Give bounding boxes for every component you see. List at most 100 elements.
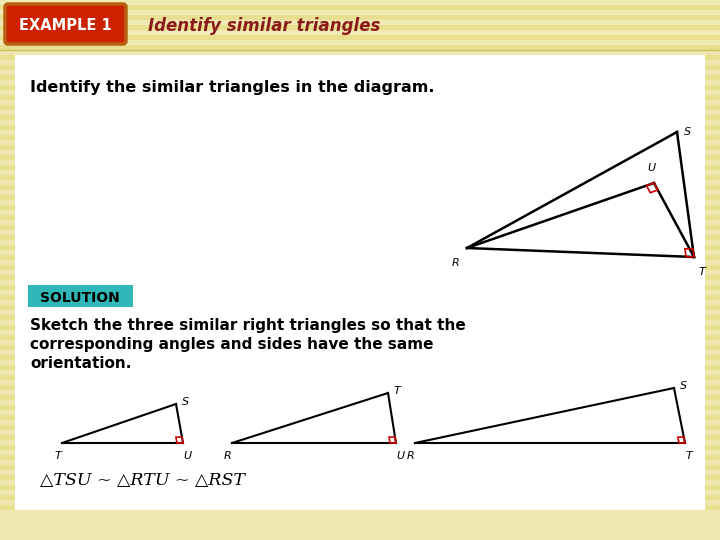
Bar <box>0 10 720 15</box>
Text: R: R <box>407 451 415 461</box>
Bar <box>0 160 720 165</box>
Text: T: T <box>394 386 401 396</box>
Bar <box>0 430 720 435</box>
Bar <box>0 260 720 265</box>
Bar <box>0 455 720 460</box>
Bar <box>0 250 720 255</box>
Text: SOLUTION: SOLUTION <box>40 291 120 305</box>
Text: T: T <box>55 451 61 461</box>
Bar <box>0 165 720 170</box>
Bar <box>0 50 720 55</box>
Bar <box>0 515 720 520</box>
Bar <box>0 230 720 235</box>
Bar <box>0 385 720 390</box>
Bar <box>0 325 720 330</box>
Bar <box>0 265 720 270</box>
Bar <box>0 55 720 60</box>
Bar <box>0 445 720 450</box>
Bar <box>0 65 720 70</box>
Bar <box>0 100 720 105</box>
Text: corresponding angles and sides have the same: corresponding angles and sides have the … <box>30 337 433 352</box>
Bar <box>0 175 720 180</box>
Bar <box>0 40 720 45</box>
Bar <box>0 235 720 240</box>
Bar <box>0 150 720 155</box>
Bar <box>0 500 720 505</box>
Bar <box>0 245 720 250</box>
Bar <box>0 360 720 365</box>
Bar <box>0 355 720 360</box>
Bar <box>0 520 720 525</box>
Text: EXAMPLE 1: EXAMPLE 1 <box>19 18 112 33</box>
Text: S: S <box>680 381 687 391</box>
Bar <box>0 45 720 50</box>
Text: Identify similar triangles: Identify similar triangles <box>148 17 380 35</box>
Text: S: S <box>182 397 189 407</box>
Text: △TSU ~ △RTU ~ △RST: △TSU ~ △RTU ~ △RST <box>40 472 245 489</box>
Bar <box>0 285 720 290</box>
Bar <box>0 370 720 375</box>
Bar <box>0 30 720 35</box>
Bar <box>0 195 720 200</box>
Bar <box>0 470 720 475</box>
Bar <box>0 120 720 125</box>
Bar <box>0 215 720 220</box>
Bar <box>0 510 720 515</box>
Bar <box>0 130 720 135</box>
Bar <box>0 305 720 310</box>
Bar <box>0 530 720 535</box>
Bar <box>0 90 720 95</box>
Bar <box>0 35 720 40</box>
Text: T: T <box>699 267 706 277</box>
Bar <box>0 350 720 355</box>
Bar <box>0 125 720 130</box>
Bar <box>0 275 720 280</box>
Bar <box>0 0 720 5</box>
Bar <box>0 440 720 445</box>
Bar <box>0 295 720 300</box>
Bar <box>0 330 720 335</box>
Bar <box>0 225 720 230</box>
Bar <box>0 475 720 480</box>
Bar <box>0 75 720 80</box>
Bar <box>0 25 720 30</box>
Bar <box>0 400 720 405</box>
Bar <box>0 20 720 25</box>
Bar <box>0 255 720 260</box>
Bar <box>0 200 720 205</box>
Bar <box>0 140 720 145</box>
Bar <box>0 345 720 350</box>
Bar <box>0 510 720 540</box>
Bar <box>0 10 720 15</box>
Bar <box>0 365 720 370</box>
Bar <box>0 270 720 275</box>
Bar <box>0 310 720 315</box>
Bar <box>0 465 720 470</box>
Bar <box>0 460 720 465</box>
Bar <box>0 115 720 120</box>
Bar <box>0 155 720 160</box>
Bar <box>0 190 720 195</box>
Bar <box>0 300 720 305</box>
Bar <box>0 480 720 485</box>
Bar <box>0 110 720 115</box>
Bar <box>0 0 720 50</box>
Bar <box>0 135 720 140</box>
Bar <box>0 170 720 175</box>
Bar <box>0 395 720 400</box>
Bar <box>0 405 720 410</box>
Bar <box>0 185 720 190</box>
Bar <box>0 180 720 185</box>
Bar <box>0 390 720 395</box>
Bar <box>0 5 720 10</box>
Bar <box>0 280 720 285</box>
Bar <box>0 240 720 245</box>
Bar <box>0 30 720 35</box>
Bar <box>0 375 720 380</box>
Bar <box>0 320 720 325</box>
Text: Identify the similar triangles in the diagram.: Identify the similar triangles in the di… <box>30 80 434 95</box>
Text: T: T <box>685 451 693 461</box>
Bar <box>28 285 133 307</box>
Bar <box>0 535 720 540</box>
Bar <box>0 60 720 65</box>
